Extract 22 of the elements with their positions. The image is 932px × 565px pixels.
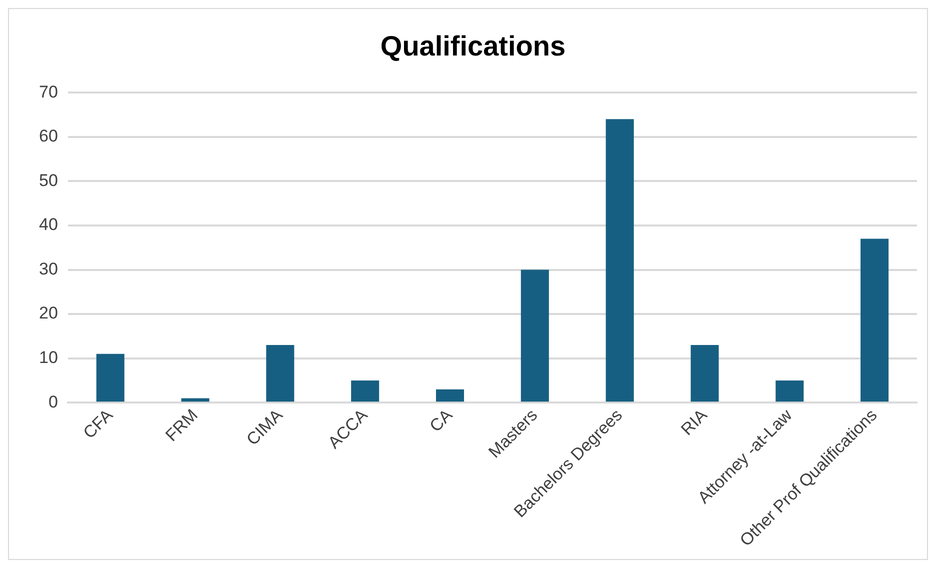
bar <box>690 345 719 402</box>
bar <box>266 345 294 402</box>
bar <box>776 380 804 402</box>
y-tick-label: 0 <box>48 392 58 412</box>
y-tick-label: 20 <box>38 304 58 323</box>
bar <box>606 119 634 402</box>
y-tick-label: 50 <box>38 170 58 190</box>
y-tick-label: 40 <box>38 215 58 234</box>
bar <box>860 238 889 402</box>
y-tick-label: 60 <box>38 126 58 146</box>
x-tick-label: CA <box>426 405 457 436</box>
chart-title: Qualifications <box>380 30 566 62</box>
y-tick-label: 70 <box>38 82 58 102</box>
bar <box>436 389 464 402</box>
bar <box>181 398 210 402</box>
bar <box>520 270 549 402</box>
bar <box>96 354 124 402</box>
x-tick-label: RIA <box>677 405 712 440</box>
x-tick-label: CFA <box>80 405 117 442</box>
y-tick-label: 30 <box>38 259 58 278</box>
y-tick-label: 10 <box>38 348 58 368</box>
bar <box>351 380 380 402</box>
